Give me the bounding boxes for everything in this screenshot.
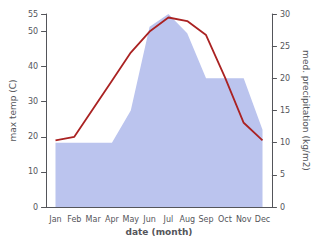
svg-text:Nov: Nov	[236, 215, 252, 224]
svg-text:55: 55	[28, 10, 38, 19]
svg-text:25: 25	[280, 42, 290, 51]
svg-text:40: 40	[28, 62, 38, 71]
svg-text:Jul: Jul	[163, 215, 174, 224]
svg-text:Aug: Aug	[179, 215, 195, 224]
svg-text:Mar: Mar	[86, 215, 102, 224]
svg-text:Feb: Feb	[67, 215, 81, 224]
svg-text:May: May	[122, 215, 139, 224]
svg-text:30: 30	[28, 97, 38, 106]
svg-text:Jan: Jan	[48, 215, 61, 224]
svg-text:50: 50	[28, 27, 38, 36]
svg-text:5: 5	[280, 170, 285, 179]
svg-text:10: 10	[28, 167, 38, 176]
svg-text:max temp (C): max temp (C)	[8, 79, 18, 141]
svg-text:Oct: Oct	[218, 215, 232, 224]
svg-text:0: 0	[33, 203, 38, 212]
svg-text:date (month): date (month)	[126, 227, 193, 237]
svg-text:20: 20	[28, 132, 38, 141]
svg-text:15: 15	[280, 106, 290, 115]
svg-text:med. precipitation (kg/m2): med. precipitation (kg/m2)	[301, 50, 311, 171]
svg-text:Dec: Dec	[255, 215, 270, 224]
svg-text:Sep: Sep	[199, 215, 214, 224]
svg-text:30: 30	[280, 10, 290, 19]
svg-text:0: 0	[280, 203, 285, 212]
svg-text:10: 10	[280, 138, 290, 147]
svg-text:Apr: Apr	[105, 215, 120, 224]
svg-text:20: 20	[280, 74, 290, 83]
svg-text:Jun: Jun	[142, 215, 156, 224]
